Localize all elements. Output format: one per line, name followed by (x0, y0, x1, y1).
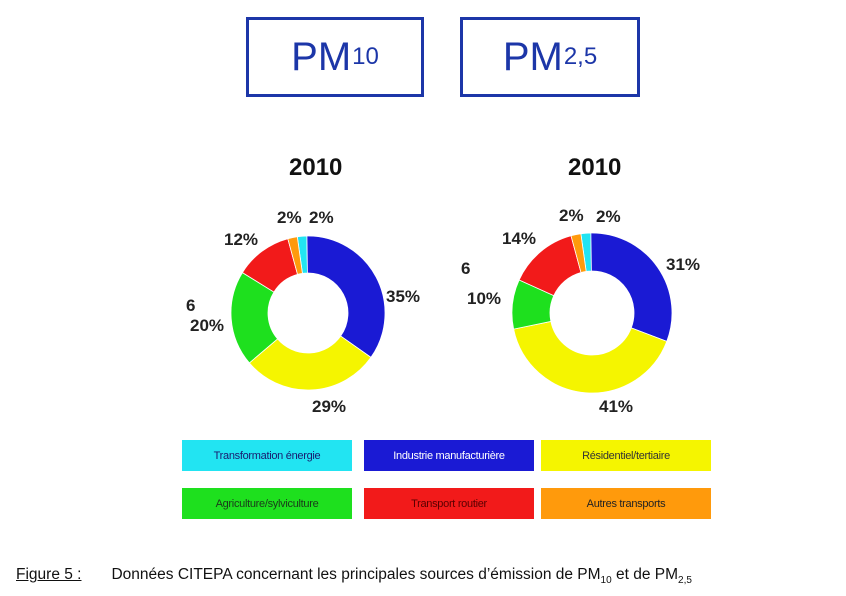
stray-label-right: 6 (461, 259, 470, 278)
figure-caption: Figure 5 : Données CITEPA concernant les … (16, 566, 692, 586)
donut-chart-pm10: 2% 35% 29% 20% 12% 2% (190, 208, 420, 416)
slice-value-label: 35% (386, 287, 420, 306)
caption-sub-10: 10 (600, 575, 612, 587)
legend-label: Transport routier (411, 497, 487, 510)
donut-slice-r-sidentiel-tertiaire (248, 335, 372, 391)
chart-year-left: 2010 (289, 154, 343, 181)
slice-value-label: 2% (596, 207, 621, 226)
donut-slice-autres-transports (570, 233, 587, 273)
slice-value-label: 2% (309, 208, 334, 227)
donut-slice-r-sidentiel-tertiaire (513, 320, 668, 394)
donut-slice-industrie-manufacturi-re (590, 232, 673, 342)
slice-value-label: 20% (190, 316, 224, 335)
legend-item-agriculture-sylviculture: Agriculture/sylviculture (182, 488, 352, 519)
slice-value-label: 31% (666, 255, 700, 274)
legend-item-industrie-manufacturi-re: Industrie manufacturière (364, 440, 534, 471)
pm10-title-box: PM 10 (246, 17, 424, 97)
chart-year-right: 2010 (568, 154, 622, 181)
legend-label: Résidentiel/tertiaire (582, 449, 670, 462)
caption-text: Données CITEPA concernant les principale… (111, 566, 601, 583)
stray-label-left: 6 (186, 296, 195, 315)
caption-text-middle: et de PM (611, 566, 679, 583)
legend-item-transformation-nergie: Transformation énergie (182, 440, 352, 471)
slice-value-label: 12% (224, 230, 258, 249)
slice-value-label: 29% (312, 397, 346, 416)
donut-slice-industrie-manufacturi-re (306, 235, 386, 358)
legend-label: Autres transports (586, 497, 666, 510)
slice-value-label: 2% (559, 206, 584, 225)
pm25-title-box: PM 2,5 (460, 17, 640, 97)
legend-label: Industrie manufacturière (393, 449, 505, 462)
donut-slice-autres-transports (287, 236, 303, 275)
legend-item-r-sidentiel-tertiaire: Résidentiel/tertiaire (541, 440, 711, 471)
caption-sub-25: 2,5 (678, 575, 692, 587)
slice-value-label: 10% (467, 289, 501, 308)
figure-number: Figure 5 : (16, 566, 82, 583)
legend-label: Agriculture/sylviculture (215, 497, 319, 510)
donut-chart-pm25: 2% 31% 41% 10% 14% 2% (467, 206, 700, 416)
donut-charts: 2% 35% 29% 20% 12% 2% 2% 31% 41% 10% 14% 2% 6 6 (186, 206, 700, 416)
legend-item-transport-routier: Transport routier (364, 488, 534, 519)
pm10-subscript: 10 (352, 43, 379, 70)
pm10-base: PM (291, 34, 352, 79)
pm25-subscript: 2,5 (563, 43, 598, 70)
pm25-base: PM (502, 34, 563, 79)
slice-value-label: 2% (277, 208, 302, 227)
legend-item-autres-transports: Autres transports (541, 488, 711, 519)
slice-value-label: 14% (502, 229, 536, 248)
legend-label: Transformation énergie (213, 449, 321, 462)
slice-value-label: 41% (599, 397, 633, 416)
